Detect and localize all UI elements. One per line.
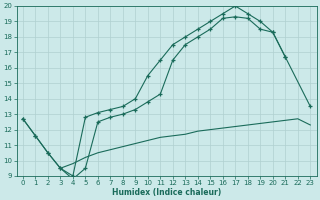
X-axis label: Humidex (Indice chaleur): Humidex (Indice chaleur) [112, 188, 221, 197]
